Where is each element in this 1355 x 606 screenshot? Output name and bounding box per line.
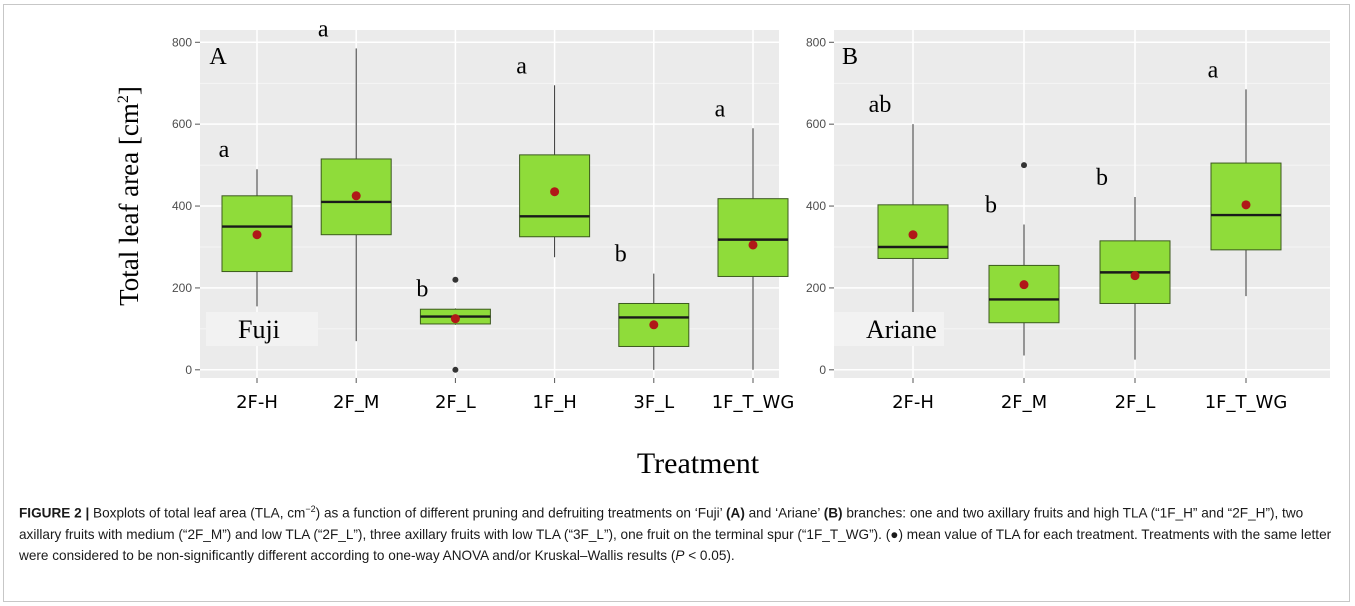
significance-letter: b <box>1096 165 1108 191</box>
caption-label: FIGURE 2 | <box>19 505 90 521</box>
significance-letter: a <box>219 137 230 163</box>
x-tick-label: 1F_T_WG <box>712 392 795 413</box>
outlier-point <box>452 276 459 283</box>
caption-panel-a-ref: (A) <box>725 505 745 521</box>
box-iqr <box>988 264 1060 324</box>
y-tick-label: 200 <box>172 281 192 295</box>
y-tick-label: 800 <box>806 35 826 49</box>
x-tick-label: 2F-H <box>236 392 278 413</box>
mean-point <box>351 191 361 201</box>
x-tick-label: 2F_L <box>435 392 476 413</box>
mean-point <box>748 240 758 250</box>
y-tick-label: 600 <box>806 117 826 131</box>
x-tick-label: 2F_L <box>1115 392 1156 413</box>
caption-text: branches: one and two axillary fruits an… <box>19 505 1332 563</box>
caption-text: ) as a function of different pruning and… <box>315 505 726 521</box>
y-tick-label: 800 <box>172 35 192 49</box>
panel-letter: A <box>209 44 227 70</box>
y-tick-label: 400 <box>172 199 192 213</box>
significance-letter: a <box>318 16 329 42</box>
cultivar-label: Ariane <box>866 315 937 344</box>
significance-letter: b <box>985 192 997 218</box>
mean-point <box>649 320 659 330</box>
significance-letter: b <box>416 276 428 302</box>
mean-point <box>908 230 918 240</box>
panel-b-ariane: 0 200 400 600 800 2F-H 2F_M 2F_L 1F_T_WG ab b b a B Ar… <box>806 30 1330 413</box>
y-tick-label: 200 <box>806 281 826 295</box>
x-axis-label: Treatment <box>637 447 760 480</box>
x-tick-label: 3F_L <box>633 392 674 413</box>
box-iqr <box>717 198 789 277</box>
caption-text: < 0.05). <box>684 547 735 563</box>
y-axis-label: Total leaf area [cm2] <box>114 86 144 306</box>
x-tick-label: 2F_M <box>333 392 379 413</box>
outlier-point <box>1021 162 1027 169</box>
significance-letter: a <box>715 96 726 122</box>
box-iqr <box>1210 162 1282 251</box>
x-tick-label: 2F-H <box>892 392 934 413</box>
significance-letter: a <box>1208 57 1219 83</box>
x-tick-label: 2F_M <box>1001 392 1047 413</box>
mean-point <box>450 314 460 324</box>
mean-point <box>1019 280 1029 290</box>
panel-a-fuji: 0 200 400 600 800 2F-H 2F_M 2F_L 1F_H 3F_L 1F_T_WG… <box>172 16 794 413</box>
cultivar-label-background <box>206 312 318 346</box>
mean-point <box>1130 271 1140 281</box>
caption-superscript: −2 <box>305 504 316 514</box>
outlier-point <box>452 366 459 373</box>
cultivar-label: Fuji <box>238 315 280 344</box>
y-tick-label: 0 <box>185 363 192 377</box>
caption-text: and ‘Ariane’ <box>744 505 824 521</box>
y-tick-label: 0 <box>819 363 826 377</box>
significance-letter: ab <box>869 92 892 118</box>
y-tick-label: 400 <box>806 199 826 213</box>
figure-frame <box>3 4 1350 602</box>
significance-letter: a <box>516 53 527 79</box>
cultivar-label-background <box>834 312 944 346</box>
mean-point <box>550 187 560 197</box>
y-tick-label: 600 <box>172 117 192 131</box>
x-tick-label: 1F_T_WG <box>1205 392 1288 413</box>
caption-panel-b-ref: (B) <box>823 505 843 521</box>
figure-caption: FIGURE 2 | Boxplots of total leaf area (… <box>19 499 1335 566</box>
mean-point <box>1241 200 1251 210</box>
boxplot-figure: 0 200 400 600 800 2F-H 2F_M 2F_L 1F_H 3F_L 1F_T_WG… <box>114 16 1330 480</box>
significance-letter: b <box>615 242 627 268</box>
caption-text: Boxplots of total leaf area (TLA, cm <box>89 505 306 521</box>
mean-point <box>252 230 262 240</box>
panel-letter: B <box>842 44 858 70</box>
caption-p-symbol: P <box>675 547 685 563</box>
x-tick-label: 1F_H <box>532 392 576 413</box>
